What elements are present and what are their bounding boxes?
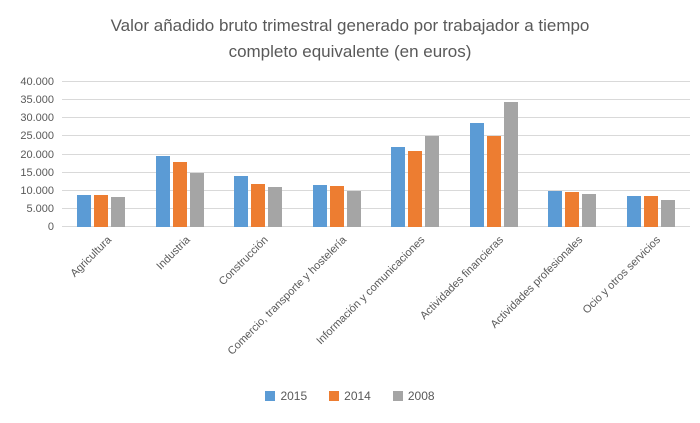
gridline <box>62 226 690 227</box>
y-tick-label: 15.000 <box>20 166 54 179</box>
y-tick-label: 10.000 <box>20 184 54 197</box>
bar-group <box>219 82 298 227</box>
bar-2014 <box>408 150 423 227</box>
bar-2015 <box>548 190 563 227</box>
bar-2008 <box>189 172 204 227</box>
gridline <box>62 81 690 82</box>
bar-2015 <box>234 175 249 227</box>
legend-swatch <box>392 391 403 401</box>
bar-2015 <box>391 146 406 227</box>
bar-2014 <box>251 184 266 227</box>
gridline <box>62 135 690 137</box>
y-tick-label: 30.000 <box>20 112 54 125</box>
bar-groups <box>62 82 690 227</box>
bar-2008 <box>660 199 675 227</box>
y-tick-label: 25.000 <box>20 130 54 143</box>
legend: 2015 2014 2008 <box>0 389 700 403</box>
y-tick-label: 20.000 <box>20 148 54 161</box>
y-tick-label: 40.000 <box>20 76 54 88</box>
bar-2008 <box>111 196 126 227</box>
gridline <box>62 153 690 155</box>
bar-2015 <box>469 122 484 227</box>
plot-area <box>62 81 690 227</box>
bar-2008 <box>268 187 283 227</box>
bar-group <box>612 82 691 227</box>
legend-item: 2014 <box>329 389 371 403</box>
bar-group <box>376 82 455 227</box>
x-axis-label: Agricultura <box>68 234 114 280</box>
bar-group <box>533 82 612 227</box>
bar-group <box>62 82 141 227</box>
x-axis-label: Ocio y otros servicios <box>580 234 664 317</box>
legend-label: 2014 <box>344 389 371 403</box>
bar-2014 <box>172 162 187 227</box>
bar-group <box>141 82 220 227</box>
y-tick-label: 5.000 <box>26 202 54 215</box>
bar-2014 <box>94 194 109 227</box>
legend-item: 2015 <box>265 389 307 403</box>
bar-2014 <box>565 191 580 227</box>
gridline <box>62 99 690 101</box>
bar-group <box>455 82 534 227</box>
bar-2008 <box>425 136 440 227</box>
bar-2008 <box>346 191 361 227</box>
y-tick-label: 0 <box>47 221 54 233</box>
legend-swatch <box>329 391 340 401</box>
bar-2008 <box>503 101 518 227</box>
legend-item: 2008 <box>392 389 435 403</box>
bar-group <box>298 82 377 227</box>
gridline <box>62 171 690 173</box>
gridline <box>62 207 690 209</box>
gridline <box>62 189 690 191</box>
legend-label: 2015 <box>280 389 308 403</box>
chart-title: Valor añadido bruto trimestral generado … <box>110 16 590 62</box>
x-axis-label: Construcción <box>216 234 271 288</box>
bar-2015 <box>626 195 641 227</box>
bar-2008 <box>582 193 597 227</box>
x-axis-label: Actividades profesionales <box>488 234 585 331</box>
y-tick-label: 35.000 <box>20 94 54 107</box>
x-axis-label: Actividades financieras <box>418 234 507 323</box>
bar-2015 <box>312 185 327 227</box>
legend-swatch <box>265 391 276 401</box>
bar-2014 <box>486 135 501 227</box>
bar-2014 <box>643 195 658 227</box>
bar-2014 <box>329 186 344 227</box>
legend-label: 2008 <box>407 389 435 403</box>
gridline <box>62 117 690 119</box>
bar-2015 <box>155 156 170 227</box>
bar-2015 <box>77 195 92 227</box>
x-axis-label: Industria <box>153 234 193 273</box>
